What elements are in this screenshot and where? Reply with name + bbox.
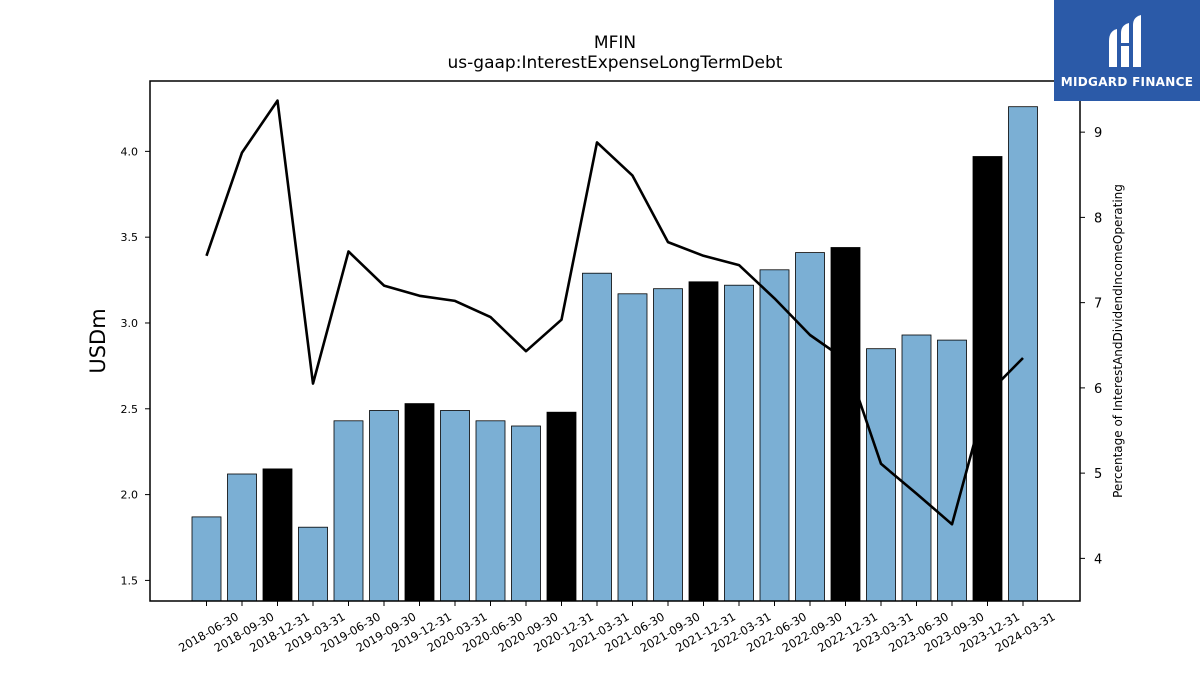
bar-2020-12-31 [546,411,577,602]
y-axis-label: USDm [86,308,110,373]
bar-2018-09-30 [227,473,257,602]
y-tick-label: 4.0 [121,145,139,158]
bar-2020-09-30 [511,425,541,602]
bar-2022-03-31 [724,284,754,602]
bar-2019-09-30 [369,410,399,602]
bar-2019-12-31 [404,403,435,602]
left-axis-ticks: 1.5 2.0 2.5 3.0 3.5 4.0 [121,145,150,587]
y2-tick-label: 9 [1094,126,1102,141]
y2-tick-label: 8 [1094,211,1102,226]
bar-2020-03-31 [440,410,470,602]
bar-2023-09-30 [937,339,967,602]
y-tick-label: 2.5 [121,403,139,416]
bar-2023-03-31 [866,348,896,602]
y2-axis-label: Percentage of InterestAndDividendIncomeO… [1111,184,1125,498]
chart-subtitle: us-gaap:InterestExpenseLongTermDebt [448,53,783,73]
right-axis-ticks: 4 5 6 7 8 9 [1080,126,1102,567]
line-group [205,99,1024,526]
y2-tick-label: 6 [1094,382,1102,397]
bar-2019-03-31 [298,526,328,602]
bar-2021-09-30 [653,288,683,602]
bar-2020-06-30 [475,420,506,602]
bar-2022-12-31 [830,247,861,602]
y-tick-label: 3.0 [121,317,139,330]
brand-logo: MIDGARD FINANCE [1054,0,1200,101]
bar-group [191,106,1038,602]
bar-2018-12-31 [262,468,293,602]
chart-title: MFIN [594,33,636,53]
y2-tick-label: 5 [1094,467,1102,482]
bar-2023-06-30 [901,334,932,602]
y-tick-label: 2.0 [121,489,139,502]
plot-frame [149,80,1081,602]
logo-text: MIDGARD FINANCE [1060,74,1194,89]
bar-2021-03-31 [582,272,612,602]
y2-tick-label: 4 [1094,552,1102,567]
bar-2022-09-30 [795,252,825,602]
bar-2021-06-30 [617,293,648,602]
bar-2024-03-31 [1008,106,1038,602]
midgard-logo-icon [1109,14,1141,67]
x-axis-ticks: 2018-06-302018-09-302018-12-312019-03-31… [176,601,1058,655]
bar-2022-06-30 [759,269,790,602]
bar-2021-12-31 [688,281,719,602]
y-tick-label: 3.5 [121,231,139,244]
y2-tick-label: 7 [1094,297,1102,312]
bar-2018-06-30 [191,516,222,602]
bar-2023-12-31 [972,156,1003,602]
y-tick-label: 1.5 [121,574,139,587]
bar-2019-06-30 [333,420,364,602]
ratio-line [205,99,1024,526]
